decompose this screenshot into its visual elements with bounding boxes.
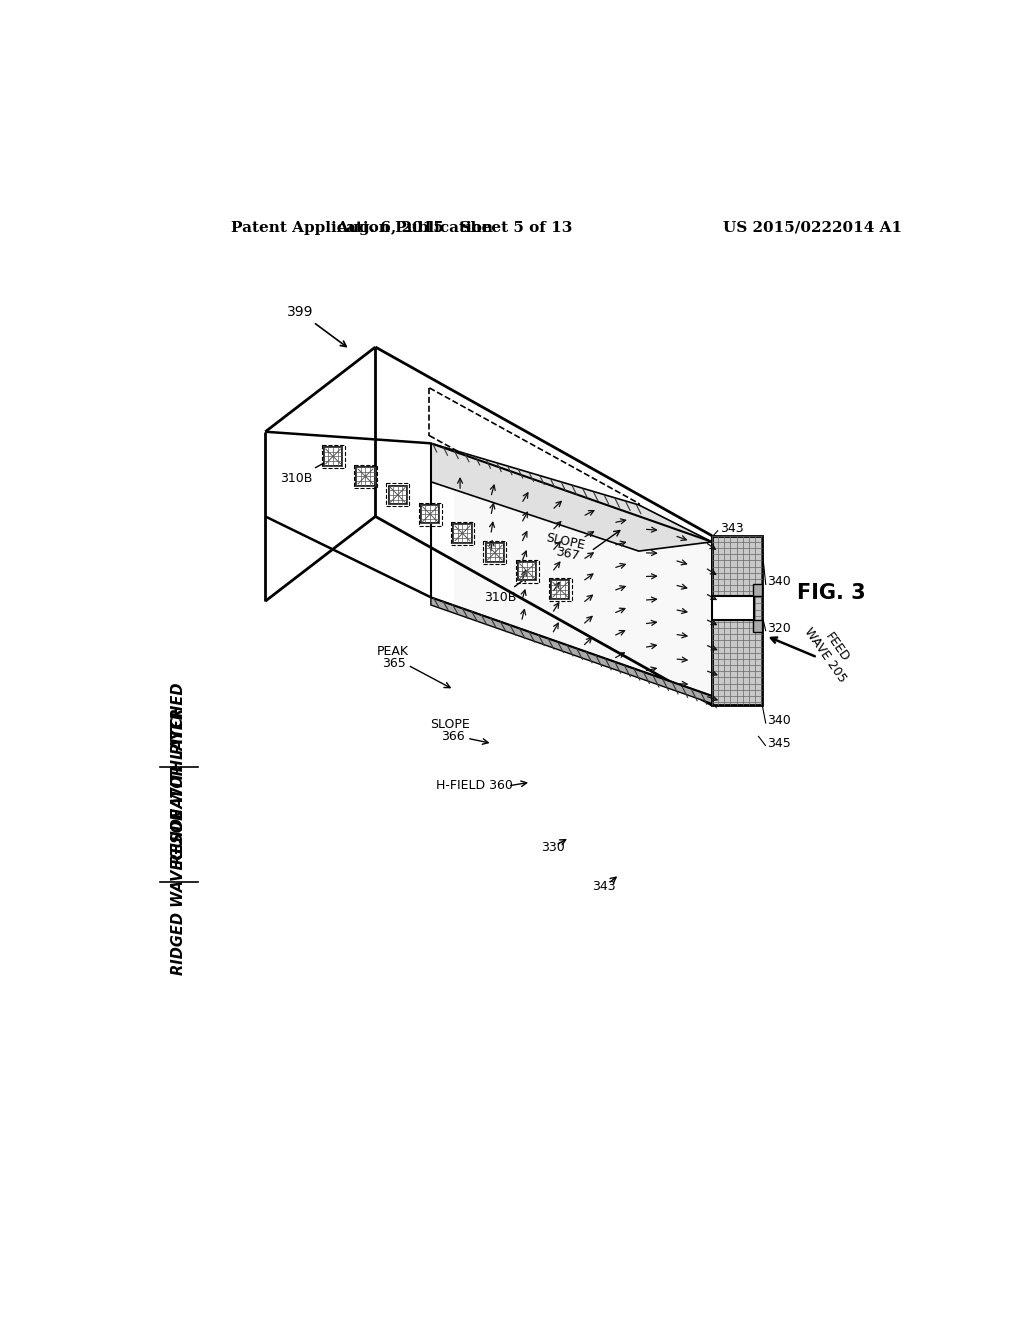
Text: 367: 367	[554, 545, 581, 564]
Text: H-FIELD 360: H-FIELD 360	[436, 779, 513, 792]
Text: 343: 343	[592, 879, 615, 892]
Polygon shape	[356, 467, 375, 486]
Text: 340: 340	[767, 576, 792, 589]
Text: 340: 340	[767, 714, 792, 727]
Polygon shape	[485, 544, 504, 562]
Polygon shape	[518, 562, 537, 581]
Polygon shape	[388, 486, 407, 504]
Text: RESONATOR LAYER: RESONATOR LAYER	[171, 708, 185, 865]
Text: US 2015/0222014 A1: US 2015/0222014 A1	[724, 220, 902, 235]
Text: FEED
WAVE 205: FEED WAVE 205	[802, 616, 861, 685]
Text: 330: 330	[541, 841, 564, 854]
Text: 366: 366	[440, 730, 464, 743]
Text: Patent Application Publication: Patent Application Publication	[230, 220, 493, 235]
Polygon shape	[324, 447, 342, 466]
Text: 345: 345	[767, 737, 792, 750]
Text: 365: 365	[382, 657, 406, 671]
Text: RIDGED WAVEGUIDE WITH PITCHED: RIDGED WAVEGUIDE WITH PITCHED	[171, 682, 185, 974]
Polygon shape	[712, 595, 755, 620]
Polygon shape	[431, 598, 712, 704]
Text: SLOPE: SLOPE	[430, 718, 470, 731]
Polygon shape	[551, 581, 569, 599]
Polygon shape	[712, 536, 762, 705]
Text: 399: 399	[287, 305, 346, 347]
Polygon shape	[753, 620, 762, 632]
Text: PEAK: PEAK	[377, 644, 409, 657]
Text: FIG. 3: FIG. 3	[797, 583, 865, 603]
Polygon shape	[753, 585, 762, 595]
Text: SLOPE: SLOPE	[545, 532, 587, 552]
Polygon shape	[421, 506, 439, 524]
Text: 320: 320	[767, 622, 792, 635]
Polygon shape	[454, 490, 712, 697]
Text: Aug. 6, 2015   Sheet 5 of 13: Aug. 6, 2015 Sheet 5 of 13	[336, 220, 572, 235]
Text: 343: 343	[720, 521, 743, 535]
Polygon shape	[454, 524, 472, 543]
Text: 310B: 310B	[280, 459, 331, 484]
Text: 310B: 310B	[484, 577, 527, 605]
Polygon shape	[431, 444, 712, 552]
